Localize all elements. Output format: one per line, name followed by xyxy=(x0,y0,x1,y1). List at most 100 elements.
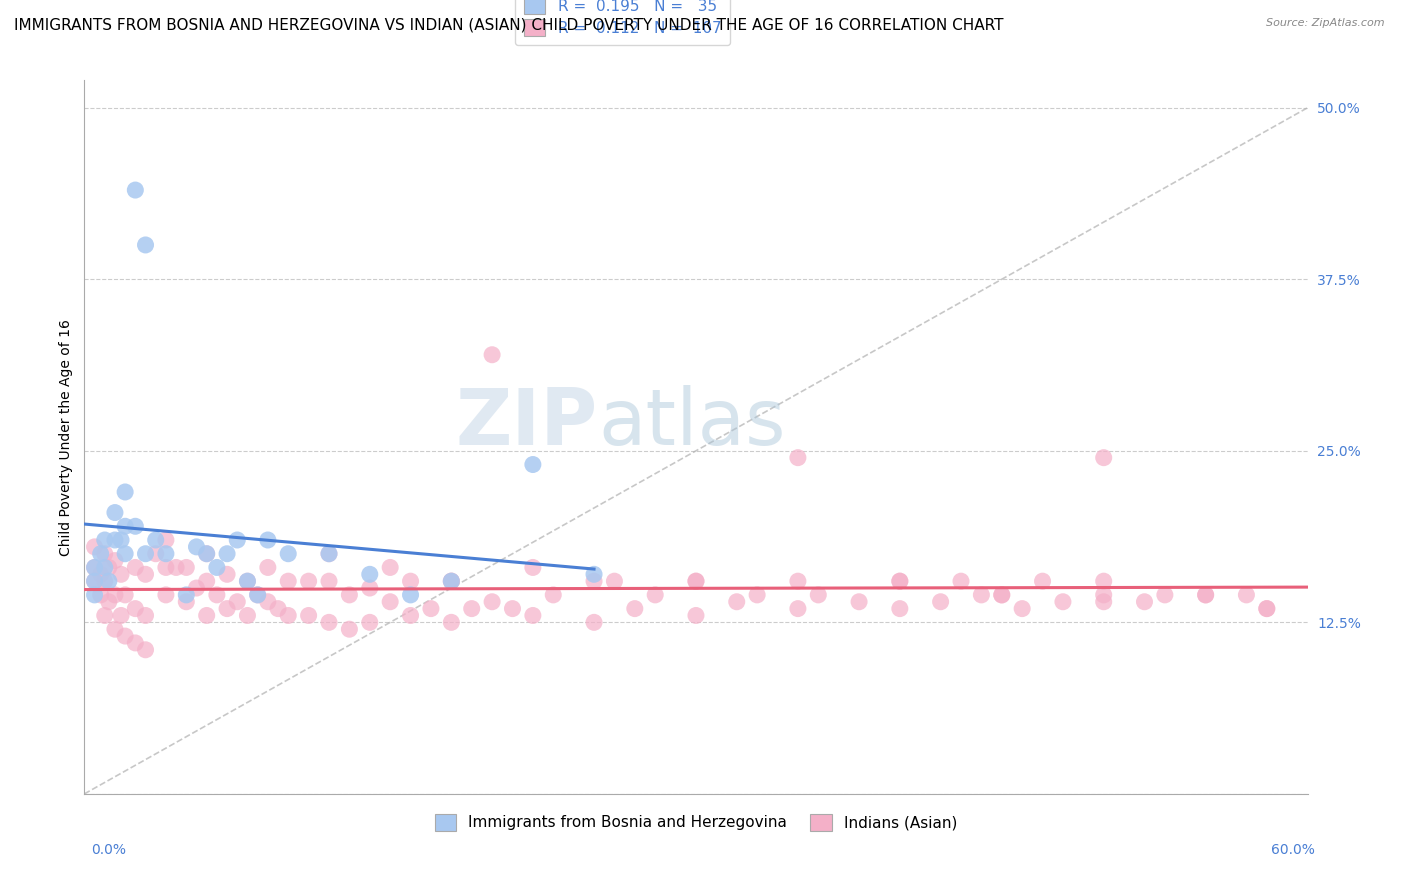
Point xyxy=(359,615,381,630)
Point xyxy=(110,533,132,547)
Point xyxy=(481,348,503,362)
Point xyxy=(114,588,136,602)
Point xyxy=(583,567,606,582)
Point xyxy=(217,567,239,582)
Point xyxy=(543,588,565,602)
Point xyxy=(848,595,870,609)
Point xyxy=(1092,588,1115,602)
Point xyxy=(380,560,402,574)
Point xyxy=(461,601,484,615)
Point xyxy=(624,601,647,615)
Point xyxy=(318,615,340,630)
Point xyxy=(236,574,259,589)
Point xyxy=(787,601,810,615)
Point xyxy=(83,560,105,574)
Point xyxy=(83,560,105,574)
Point xyxy=(114,519,136,533)
Point xyxy=(1195,588,1218,602)
Text: 0.0%: 0.0% xyxy=(91,843,127,857)
Point xyxy=(83,574,105,589)
Point xyxy=(124,560,146,574)
Point xyxy=(1032,574,1054,589)
Point xyxy=(174,595,197,609)
Point xyxy=(83,540,105,554)
Point xyxy=(104,506,127,520)
Point xyxy=(135,608,157,623)
Text: 60.0%: 60.0% xyxy=(1271,843,1315,857)
Point xyxy=(135,642,157,657)
Point xyxy=(522,458,544,472)
Point xyxy=(110,608,132,623)
Point xyxy=(104,622,127,636)
Point xyxy=(399,574,422,589)
Point xyxy=(155,588,177,602)
Point xyxy=(807,588,830,602)
Point xyxy=(236,608,259,623)
Point xyxy=(1256,601,1278,615)
Point xyxy=(93,547,115,561)
Point xyxy=(97,595,120,609)
Point xyxy=(889,574,911,589)
Point xyxy=(970,588,993,602)
Point xyxy=(1092,450,1115,465)
Point xyxy=(889,574,911,589)
Point xyxy=(114,629,136,643)
Point xyxy=(889,601,911,615)
Point xyxy=(1256,601,1278,615)
Point xyxy=(440,574,463,589)
Point xyxy=(186,540,208,554)
Point xyxy=(195,547,218,561)
Point xyxy=(267,601,290,615)
Point xyxy=(90,567,112,582)
Point xyxy=(440,574,463,589)
Point xyxy=(135,547,157,561)
Point xyxy=(685,574,707,589)
Point xyxy=(644,588,666,602)
Point xyxy=(298,608,321,623)
Point xyxy=(420,601,443,615)
Point xyxy=(93,608,115,623)
Text: Source: ZipAtlas.com: Source: ZipAtlas.com xyxy=(1267,18,1385,28)
Point xyxy=(257,595,280,609)
Point xyxy=(165,560,187,574)
Text: ZIP: ZIP xyxy=(456,384,598,461)
Point xyxy=(991,588,1014,602)
Point xyxy=(174,560,197,574)
Point xyxy=(1154,588,1177,602)
Text: atlas: atlas xyxy=(598,384,786,461)
Point xyxy=(135,238,157,252)
Point xyxy=(83,588,105,602)
Point xyxy=(246,588,269,602)
Point xyxy=(97,560,120,574)
Point xyxy=(298,574,321,589)
Point xyxy=(236,574,259,589)
Point xyxy=(318,547,340,561)
Point xyxy=(93,574,115,589)
Point xyxy=(440,615,463,630)
Point xyxy=(104,588,127,602)
Point xyxy=(124,601,146,615)
Text: IMMIGRANTS FROM BOSNIA AND HERZEGOVINA VS INDIAN (ASIAN) CHILD POVERTY UNDER THE: IMMIGRANTS FROM BOSNIA AND HERZEGOVINA V… xyxy=(14,18,1004,33)
Point xyxy=(104,553,127,567)
Point xyxy=(277,608,299,623)
Point xyxy=(217,601,239,615)
Point xyxy=(135,567,157,582)
Point xyxy=(97,574,120,589)
Point xyxy=(104,533,127,547)
Point xyxy=(195,574,218,589)
Point xyxy=(359,567,381,582)
Point xyxy=(93,533,115,547)
Point xyxy=(685,608,707,623)
Point xyxy=(145,547,167,561)
Point xyxy=(114,485,136,500)
Point xyxy=(583,574,606,589)
Point xyxy=(929,595,952,609)
Point xyxy=(950,574,973,589)
Point xyxy=(217,547,239,561)
Point xyxy=(991,588,1014,602)
Point xyxy=(1011,601,1033,615)
Point xyxy=(186,581,208,595)
Point xyxy=(205,560,228,574)
Point xyxy=(1133,595,1156,609)
Point xyxy=(318,574,340,589)
